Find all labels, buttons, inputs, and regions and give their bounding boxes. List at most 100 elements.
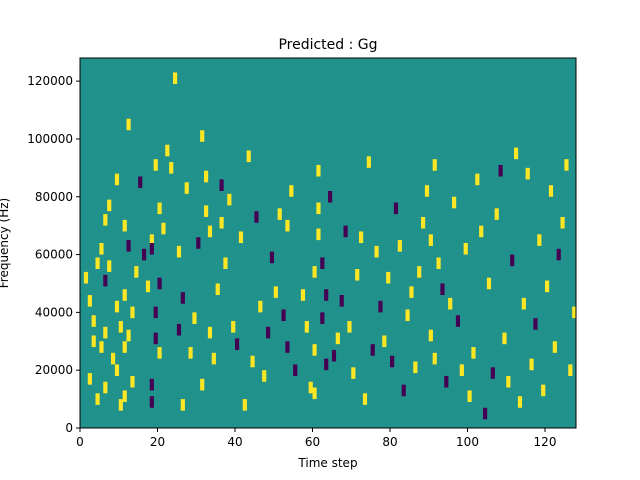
heatmap-cell (277, 208, 282, 220)
heatmap-cell (242, 399, 247, 411)
heatmap-cell (498, 164, 503, 177)
heatmap-cell (506, 375, 511, 388)
heatmap-cell (312, 266, 317, 278)
heatmap-cell (165, 144, 170, 157)
heatmap-cell (138, 176, 143, 189)
heatmap-cell (548, 185, 554, 197)
heatmap-cell (409, 286, 414, 298)
heatmap-cell (99, 243, 104, 255)
heatmap-cell (440, 283, 445, 296)
heatmap-cell (266, 326, 271, 339)
heatmap-cell (118, 321, 123, 333)
heatmap-cell (556, 248, 561, 261)
x-tick-label: 100 (456, 435, 479, 449)
heatmap-cell (196, 237, 201, 249)
heatmap-cell (87, 373, 92, 385)
heatmap-cell (157, 277, 162, 290)
heatmap-cell (111, 352, 116, 365)
heatmap-cell (405, 309, 410, 322)
heatmap-cell (91, 335, 96, 348)
heatmap-cell (568, 364, 573, 376)
heatmap-cell (269, 251, 275, 264)
heatmap-cell (188, 347, 193, 359)
heatmap-cell (304, 321, 309, 333)
heatmap-cell (157, 202, 162, 215)
heatmap-cell (374, 245, 379, 258)
y-tick-label: 40000 (35, 305, 73, 319)
heatmap-cell (382, 335, 387, 348)
heatmap-cell (316, 202, 321, 215)
heatmap-cell (149, 243, 154, 255)
heatmap-cell (126, 329, 131, 342)
x-tick-label: 80 (382, 435, 397, 449)
x-tick-label: 120 (534, 435, 557, 449)
heatmap-cell (293, 364, 298, 376)
heatmap-cell (483, 407, 488, 420)
heatmap-cell (122, 390, 127, 402)
heatmap-cell (200, 130, 205, 142)
heatmap-cell (463, 243, 468, 255)
heatmap-cell (122, 341, 127, 353)
heatmap-cell (153, 332, 158, 345)
heatmap-cell (432, 352, 437, 365)
heatmap-cell (204, 170, 209, 183)
x-tick-label: 20 (150, 435, 165, 449)
heatmap-cell (533, 318, 538, 330)
heatmap-cell (219, 179, 224, 191)
heatmap-cell (339, 295, 344, 307)
heatmap-cell (126, 118, 131, 131)
heatmap-cell (455, 315, 461, 327)
heatmap-cell (510, 254, 515, 267)
x-axis-label: Time step (297, 456, 357, 470)
heatmap-cell (83, 271, 89, 284)
heatmap-cell (366, 156, 371, 168)
heatmap-cell (153, 159, 158, 171)
heatmap-cell (347, 321, 352, 333)
heatmap-cells (83, 72, 577, 420)
heatmap-cell (541, 384, 546, 397)
heatmap-cell (359, 231, 364, 243)
heatmap-cell (401, 384, 406, 397)
heatmap-cell (281, 309, 286, 322)
heatmap-cell (142, 248, 147, 261)
heatmap-cell (362, 393, 368, 405)
heatmap-cell (219, 216, 224, 229)
heatmap-cell (130, 306, 135, 319)
x-tick-label: 60 (305, 435, 320, 449)
heatmap-cell (378, 300, 383, 313)
chart-title: Predicted : Gg (278, 37, 377, 53)
heatmap-cell (211, 352, 216, 365)
heatmap-cell (153, 306, 158, 319)
y-tick-label: 20000 (35, 363, 73, 377)
heatmap-cell (448, 297, 453, 310)
heatmap-cell (537, 234, 542, 246)
heatmap-cell (502, 332, 507, 345)
heatmap-cell (386, 271, 391, 284)
plot-frame (79, 57, 577, 429)
heatmap-cell (184, 182, 189, 194)
heatmap-cell (467, 390, 472, 402)
heatmap-cell (122, 289, 127, 301)
heatmap-cell (335, 332, 340, 345)
heatmap-cell (149, 378, 154, 391)
heatmap-cell (517, 396, 523, 408)
heatmap-cell (114, 300, 120, 313)
plot-area (79, 57, 577, 429)
heatmap-cell (320, 257, 325, 270)
heatmap-cell (560, 216, 565, 229)
heatmap-cell (351, 367, 356, 379)
heatmap-cell (161, 222, 166, 235)
heatmap-cell (564, 159, 569, 171)
heatmap-cell (192, 312, 197, 324)
heatmap-cell (207, 225, 213, 238)
heatmap-cell (285, 219, 290, 232)
heatmap-cell (107, 199, 112, 212)
heatmap-cell (471, 347, 476, 359)
heatmap-cell (397, 240, 402, 252)
heatmap-cell (238, 231, 244, 243)
y-tick-label: 80000 (35, 190, 73, 204)
heatmap-cell (262, 370, 267, 382)
heatmap-cell (494, 208, 499, 220)
heatmap-cell (545, 280, 550, 293)
heatmap-cell (300, 289, 306, 301)
